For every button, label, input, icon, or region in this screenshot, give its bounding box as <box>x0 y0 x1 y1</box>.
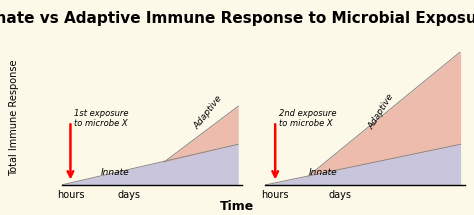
Text: Innate vs Adaptive Immune Response to Microbial Exposure: Innate vs Adaptive Immune Response to Mi… <box>0 11 474 26</box>
Text: Total Immune Response: Total Immune Response <box>9 60 19 177</box>
Text: Innate: Innate <box>100 168 129 177</box>
Text: 2nd exposure
to microbe X: 2nd exposure to microbe X <box>279 109 337 128</box>
Text: Adaptive: Adaptive <box>192 94 224 131</box>
Text: Adaptive: Adaptive <box>367 92 396 131</box>
Text: 1st exposure
to microbe X: 1st exposure to microbe X <box>74 109 128 128</box>
Text: Innate: Innate <box>309 168 337 177</box>
Text: Time: Time <box>220 200 254 213</box>
